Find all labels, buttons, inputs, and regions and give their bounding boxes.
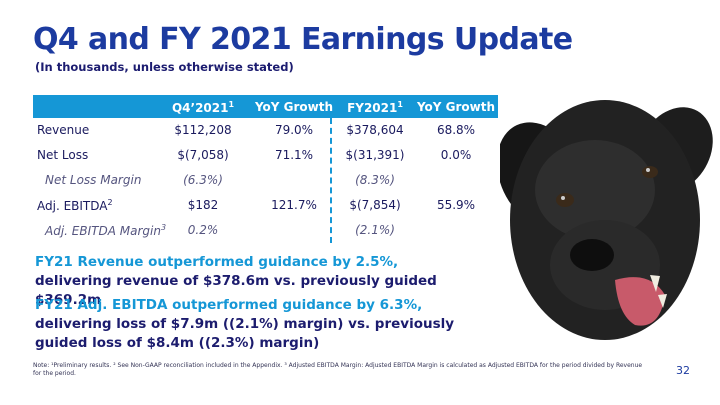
cell-q4: (6.3%) bbox=[183, 173, 223, 187]
cell-fy: $378,604 bbox=[346, 123, 404, 137]
table-header: Q4’20211 YoY Growth FY20211 YoY Growth bbox=[33, 95, 498, 118]
dog-nose bbox=[570, 239, 614, 271]
cell-fy: $(7,854) bbox=[349, 198, 401, 212]
dog-tongue bbox=[615, 277, 665, 326]
col-header-fy-yoy: YoY Growth bbox=[416, 100, 496, 114]
row-label: Adj. EBITDA Margin3 bbox=[45, 223, 167, 238]
row-label: Adj. EBITDA2 bbox=[37, 198, 113, 213]
callout-highlight: FY21 Revenue outperformed guidance by 2.… bbox=[35, 254, 399, 270]
page-number: 32 bbox=[676, 364, 690, 377]
page-subtitle: (In thousands, unless otherwise stated) bbox=[35, 60, 294, 74]
cell-q4: 0.2% bbox=[187, 223, 219, 237]
page-title: Q4 and FY 2021 Earnings Update bbox=[33, 22, 573, 57]
col-header-q4-yoy: YoY Growth bbox=[254, 100, 334, 114]
callout-text: delivering loss of $7.9m ((2.1%) margin)… bbox=[35, 316, 455, 351]
col-header-fy: FY20211 bbox=[347, 100, 403, 115]
earnings-table: Q4’20211 YoY Growth FY20211 YoY Growth R… bbox=[33, 95, 498, 243]
col-header-q4: Q4’20211 bbox=[171, 100, 235, 115]
cell-fy-yoy: 55.9% bbox=[436, 198, 476, 212]
callout-highlight: FY21 Adj. EBITDA outperformed guidance b… bbox=[35, 297, 423, 313]
table-row: Adj. EBITDA Margin3 0.2% (2.1%) bbox=[33, 218, 498, 243]
cell-fy: $(31,391) bbox=[345, 148, 405, 162]
table-row: Net Loss $(7,058) 71.1% $(31,391) 0.0% bbox=[33, 143, 498, 168]
dog-photo bbox=[500, 100, 713, 340]
cell-fy: (2.1%) bbox=[355, 223, 395, 237]
column-divider bbox=[330, 118, 332, 243]
table-row: Revenue $112,208 79.0% $378,604 68.8% bbox=[33, 118, 498, 143]
cell-q4-yoy: 71.1% bbox=[274, 148, 314, 162]
footnote: Note: ¹Preliminary results. ² See Non-GA… bbox=[33, 362, 643, 377]
cell-fy: (8.3%) bbox=[355, 173, 395, 187]
table-row: Net Loss Margin (6.3%) (8.3%) bbox=[33, 168, 498, 193]
row-label: Net Loss bbox=[37, 148, 89, 162]
cell-fy-yoy: 68.8% bbox=[436, 123, 476, 137]
cell-q4: $112,208 bbox=[174, 123, 232, 137]
cell-q4-yoy: 79.0% bbox=[274, 123, 314, 137]
cell-q4: $(7,058) bbox=[177, 148, 229, 162]
revenue-guidance-callout: FY21 Revenue outperformed guidance by 2.… bbox=[35, 253, 475, 310]
table-row: Adj. EBITDA2 $182 121.7% $(7,854) 55.9% bbox=[33, 193, 498, 218]
callout-text: delivering revenue of $378.6m vs. previo… bbox=[35, 273, 437, 308]
cell-q4-yoy: 121.7% bbox=[271, 198, 317, 212]
cell-fy-yoy: 0.0% bbox=[440, 148, 472, 162]
ebitda-guidance-callout: FY21 Adj. EBITDA outperformed guidance b… bbox=[35, 296, 475, 353]
dog-forehead bbox=[535, 140, 655, 240]
dog-tooth bbox=[650, 275, 660, 292]
row-label: Revenue bbox=[37, 123, 90, 137]
dog-eye-left bbox=[556, 193, 574, 207]
dog-eye-right bbox=[642, 166, 658, 178]
row-label: Net Loss Margin bbox=[45, 173, 142, 187]
cell-q4: $182 bbox=[187, 198, 219, 212]
